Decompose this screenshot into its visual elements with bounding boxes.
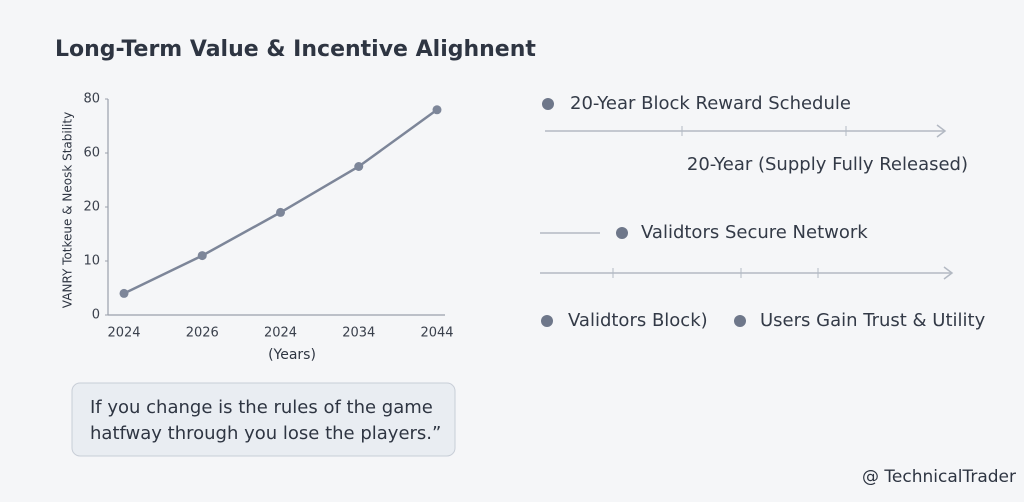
y-tick-label: 20 <box>83 200 100 215</box>
point <box>276 207 285 217</box>
arrow-head <box>936 124 947 138</box>
timeline-item: Validtors Block) <box>568 310 708 331</box>
watermark: @ TechnicalTrader <box>862 467 1016 487</box>
x-tick-label: 2034 <box>342 326 375 341</box>
x-tick-label: 2044 <box>420 326 453 341</box>
y-tick-label: 60 <box>83 146 100 161</box>
bullet <box>734 315 746 327</box>
bullet <box>616 227 628 239</box>
quote-line: hatfway through you lose the players.” <box>90 423 441 444</box>
point <box>197 251 207 261</box>
y-axis-label: VANRY Totkeue & Neosk Stability <box>61 112 75 308</box>
y-tick-label: 80 <box>83 92 100 107</box>
timeline-item: 20-Year (Supply Fully Released) <box>687 154 968 175</box>
timeline-item: 20-Year Block Reward Schedule <box>570 93 851 114</box>
y-tick-label: 10 <box>83 254 100 269</box>
x-tick-label: 2024 <box>107 326 140 341</box>
timeline-item: Users Gain Trust & Utility <box>760 310 986 331</box>
quote-box <box>71 382 456 457</box>
quote-line: If you change is the rules of the game <box>90 397 433 418</box>
x-tick-label: 2026 <box>186 326 219 341</box>
bullet <box>542 98 554 110</box>
y-tick-label: 0 <box>92 308 100 323</box>
x-axis-label: (Years) <box>268 347 316 363</box>
point <box>432 105 442 115</box>
bullet <box>541 315 553 327</box>
point <box>119 288 129 298</box>
title: Long-Term Value & Incentive Alighnent <box>55 37 536 62</box>
timeline-item: Validtors Secure Network <box>641 222 868 243</box>
arrow-head <box>943 266 954 280</box>
x-tick-label: 2024 <box>264 326 297 341</box>
point <box>354 162 364 171</box>
